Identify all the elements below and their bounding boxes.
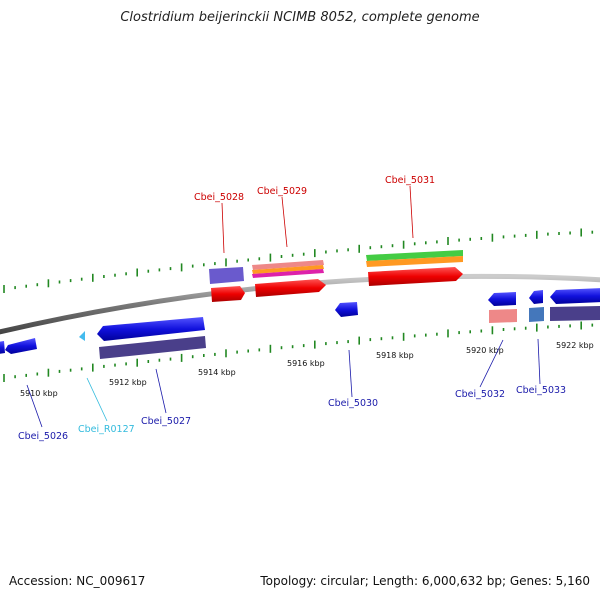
gene-arrow-5027[interactable] xyxy=(97,317,205,341)
scale-label-5916: 5916 kbp xyxy=(287,359,325,368)
label-cbei-5033[interactable]: Cbei_5033 xyxy=(516,385,566,396)
scale-label-5910: 5910 kbp xyxy=(20,389,58,398)
leader-5031 xyxy=(409,185,414,239)
scale-label-5912: 5912 kbp xyxy=(109,378,147,387)
gene-arrow-next[interactable] xyxy=(550,288,600,304)
gene-arrow-5029[interactable] xyxy=(255,279,326,297)
leader-5027 xyxy=(155,368,167,414)
label-cbei-5026[interactable]: Cbei_5026 xyxy=(18,431,68,442)
leader-r0127 xyxy=(86,377,108,422)
label-cbei-5029[interactable]: Cbei_5029 xyxy=(257,186,307,197)
scale-label-5922: 5922 kbp xyxy=(556,341,594,350)
leader-5026 xyxy=(26,384,43,428)
cog-bar-5027 xyxy=(99,336,206,359)
scale-label-5914: 5914 kbp xyxy=(198,368,236,377)
accession-text: Accession: NC_009617 xyxy=(9,574,146,588)
gene-arrow-5028[interactable] xyxy=(211,286,245,302)
cog-bar-5032 xyxy=(489,309,517,323)
cog-bar-5029-a xyxy=(252,260,324,270)
gene-arrow-5032[interactable] xyxy=(488,292,516,306)
cog-bar-5029-c xyxy=(252,269,324,278)
leader-5028 xyxy=(221,202,225,254)
cog-bar-5029-b xyxy=(252,265,324,274)
scale-label-5920: 5920 kbp xyxy=(466,346,504,355)
scale-label-5918: 5918 kbp xyxy=(376,351,414,360)
cog-bar-5031-a xyxy=(366,250,463,261)
gene-arrow-5033[interactable] xyxy=(529,290,543,304)
forward-scale-ticks xyxy=(3,228,594,293)
genome-summary-text: Topology: circular; Length: 6,000,632 bp… xyxy=(260,574,590,588)
cog-bar-5028 xyxy=(209,267,244,284)
label-cbei-5030[interactable]: Cbei_5030 xyxy=(328,398,378,409)
label-cbei-5028[interactable]: Cbei_5028 xyxy=(194,192,244,203)
gene-arrow-prev[interactable] xyxy=(0,341,5,354)
reverse-scale-ticks xyxy=(3,321,594,382)
gene-arrow-5030[interactable] xyxy=(335,302,358,317)
cog-bar-next xyxy=(550,306,600,321)
label-cbei-5032[interactable]: Cbei_5032 xyxy=(455,389,505,400)
label-cbei-5031[interactable]: Cbei_5031 xyxy=(385,175,435,186)
rna-arrow-r0127[interactable] xyxy=(79,331,85,341)
cog-bar-5031-b xyxy=(366,256,463,267)
cog-bar-5033 xyxy=(529,307,544,322)
label-cbei-5027[interactable]: Cbei_5027 xyxy=(141,416,191,427)
label-cbei-r0127[interactable]: Cbei_R0127 xyxy=(78,424,135,435)
leader-5030 xyxy=(348,349,353,398)
leader-5032 xyxy=(479,339,504,388)
leader-5029 xyxy=(281,196,288,248)
gene-arrow-5026[interactable] xyxy=(5,338,37,354)
gene-arrow-5031[interactable] xyxy=(368,267,463,286)
leader-5033 xyxy=(537,338,541,385)
figure-title: Clostridium beijerinckii NCIMB 8052, com… xyxy=(120,10,480,25)
